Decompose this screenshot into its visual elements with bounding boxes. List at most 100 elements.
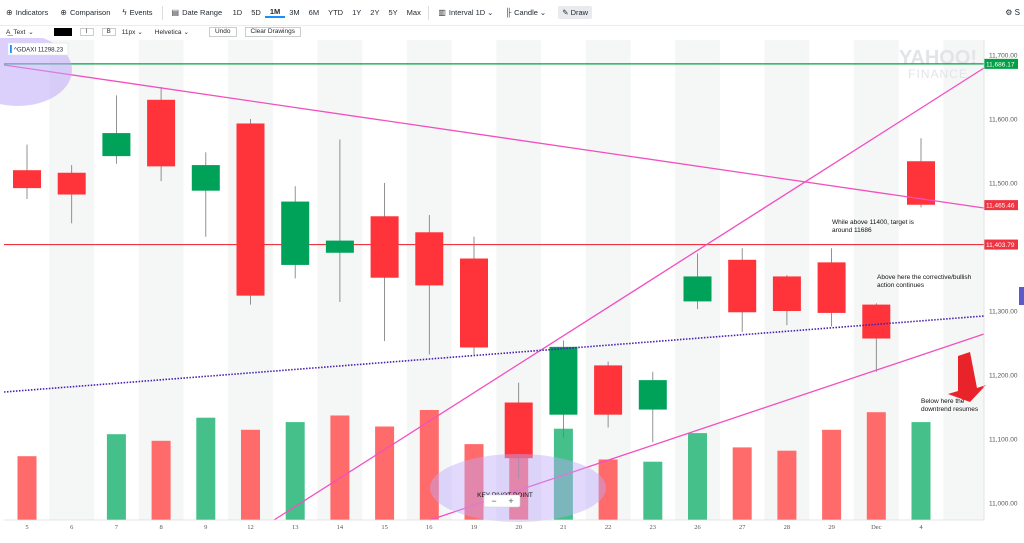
annotation-target: While above 11400, target is around 11686 <box>832 219 915 234</box>
chevron-down-icon: ⌄ <box>137 29 143 36</box>
undo-button[interactable]: Undo <box>208 27 237 37</box>
volume-bar <box>196 417 216 520</box>
annotation-bullish: Above here the corrective/bullish action … <box>877 274 972 289</box>
clear-drawings-button[interactable]: Clear Drawings <box>244 27 301 37</box>
date-range-button[interactable]: ▤ Date Range <box>166 0 229 26</box>
x-tick-label: 14 <box>337 524 344 531</box>
top-toolbar: ⊕ Indicators ⊕ Comparison ϟ Events ▤ Date Ra… <box>0 0 1024 26</box>
range-button-2y[interactable]: 2Y <box>370 8 380 17</box>
volume-bar <box>375 426 395 520</box>
y-tick-label: 11,200.00 <box>989 373 1018 380</box>
x-tick-label: 21 <box>560 524 567 531</box>
x-tick-label: 26 <box>694 524 701 531</box>
comparison-button[interactable]: ⊕ Comparison <box>54 0 116 26</box>
interval-dropdown[interactable]: ▥ Interval 1D ⌄ <box>432 0 499 26</box>
color-swatch[interactable] <box>53 28 72 36</box>
text-tool-icon: A͟ <box>6 28 11 36</box>
volume-bar <box>732 447 752 520</box>
zoom-control <box>483 494 521 508</box>
candle-body <box>57 172 86 195</box>
font-family-dropdown[interactable]: Helvetica ⌄ <box>149 28 195 37</box>
x-tick-label: 20 <box>515 524 522 531</box>
chevron-down-icon: ⌄ <box>28 29 34 36</box>
x-tick-label: 15 <box>381 524 388 531</box>
chart-svg[interactable]: YAHOO!FINANCE While above 11400, target i… <box>0 38 1024 543</box>
downtrend-line <box>3 64 985 209</box>
candle-body <box>325 240 354 253</box>
events-button[interactable]: ϟ Events <box>116 0 158 26</box>
range-button-6m[interactable]: 6M <box>308 8 320 17</box>
volume-bar <box>241 429 260 520</box>
range-button-ytd[interactable]: YTD <box>328 8 344 17</box>
y-tick-label: 11,600.00 <box>989 117 1018 124</box>
volume-bar <box>464 444 484 520</box>
chevron-down-icon: ⌄ <box>539 8 547 17</box>
range-button-5y[interactable]: 5Y <box>388 8 398 17</box>
candle-body <box>683 276 712 302</box>
legend-box <box>7 42 69 56</box>
events-label: Events <box>129 8 153 17</box>
range-button-1y[interactable]: 1Y <box>352 8 362 17</box>
x-tick-label: 6 <box>70 524 74 531</box>
price-marker-box <box>984 200 1018 211</box>
x-tick-label: 9 <box>204 524 207 531</box>
bold-button[interactable]: B <box>101 28 116 36</box>
volume-bar <box>911 422 931 520</box>
chart-type-dropdown[interactable]: ╟ Candle ⌄ <box>499 0 552 26</box>
range-button-max[interactable]: Max <box>406 8 421 17</box>
volume-bar <box>419 410 439 520</box>
gear-icon[interactable]: ⚙ S <box>1005 8 1020 17</box>
annotation-target-line: around 11686 <box>832 227 872 234</box>
watermark-line2: FINANCE <box>908 67 968 81</box>
indicators-button[interactable]: ⊕ Indicators <box>0 0 54 26</box>
volume-bar <box>106 434 126 520</box>
y-tick-label: 11,700.00 <box>989 53 1018 60</box>
candle-body <box>549 346 578 415</box>
interval-label: Interval 1D <box>448 8 486 17</box>
y-tick-label: 11,100.00 <box>989 437 1018 444</box>
comparison-label: Comparison <box>69 8 111 17</box>
grid-band <box>943 40 984 520</box>
chart-area[interactable]: YAHOO! FINANCE While above 11400, target i… <box>0 38 1024 543</box>
volume-bar <box>688 433 707 520</box>
draw-button[interactable]: ✎ Draw <box>552 0 598 26</box>
volume-bar <box>285 422 305 520</box>
italic-button[interactable]: I <box>79 28 94 36</box>
drawing-toolbar: A͟ Text ⌄ I B 11px ⌄ Helvetica ⌄ Undo Clear … <box>0 26 1024 38</box>
side-panel-tab[interactable] <box>1019 287 1024 305</box>
divider <box>161 5 163 20</box>
steep-uptrend-line <box>273 67 985 521</box>
legend-accent <box>10 45 12 53</box>
pivot-ellipse <box>430 454 606 522</box>
x-tick-label: 28 <box>784 524 791 531</box>
x-tick-label: 19 <box>471 524 478 531</box>
candle-body <box>281 201 310 265</box>
grid-band <box>585 40 631 520</box>
chevron-down-icon: ⌄ <box>487 8 494 17</box>
candle-body <box>236 123 265 296</box>
x-tick-label: 16 <box>426 524 433 531</box>
interval-icon: ▥ <box>438 8 446 17</box>
annotation-downtrend-line: downtrend resumes <box>921 406 979 413</box>
x-tick-label: 8 <box>159 524 162 531</box>
candle-body <box>638 380 667 410</box>
range-button-5d[interactable]: 5D <box>251 8 261 17</box>
font-size-label: 11px <box>121 28 136 36</box>
annotation-bullish-line: Above here the corrective/bullish <box>877 274 972 281</box>
zoom-out-icon: − <box>491 496 496 506</box>
candle-body <box>862 304 891 339</box>
font-size-dropdown[interactable]: 11px ⌄ <box>116 28 149 37</box>
volume-bar <box>598 459 618 520</box>
font-family-label: Helvetica <box>154 28 182 36</box>
tool-dropdown[interactable]: A͟ Text ⌄ <box>0 28 40 37</box>
range-selector: 1D 5D 1M 3M 6M YTD 1Y 2Y 5Y Max <box>228 0 425 26</box>
range-button-3m[interactable]: 3M <box>289 8 300 17</box>
range-button-1m[interactable]: 1M <box>265 7 285 18</box>
chevron-down-icon: ⌄ <box>183 29 189 36</box>
candle-body <box>728 259 757 313</box>
x-tick-label: 7 <box>115 524 119 531</box>
tool-label: Text <box>13 28 26 36</box>
volume-bar <box>822 429 842 520</box>
range-button-1d[interactable]: 1D <box>232 8 243 17</box>
volume-bar <box>330 415 350 520</box>
